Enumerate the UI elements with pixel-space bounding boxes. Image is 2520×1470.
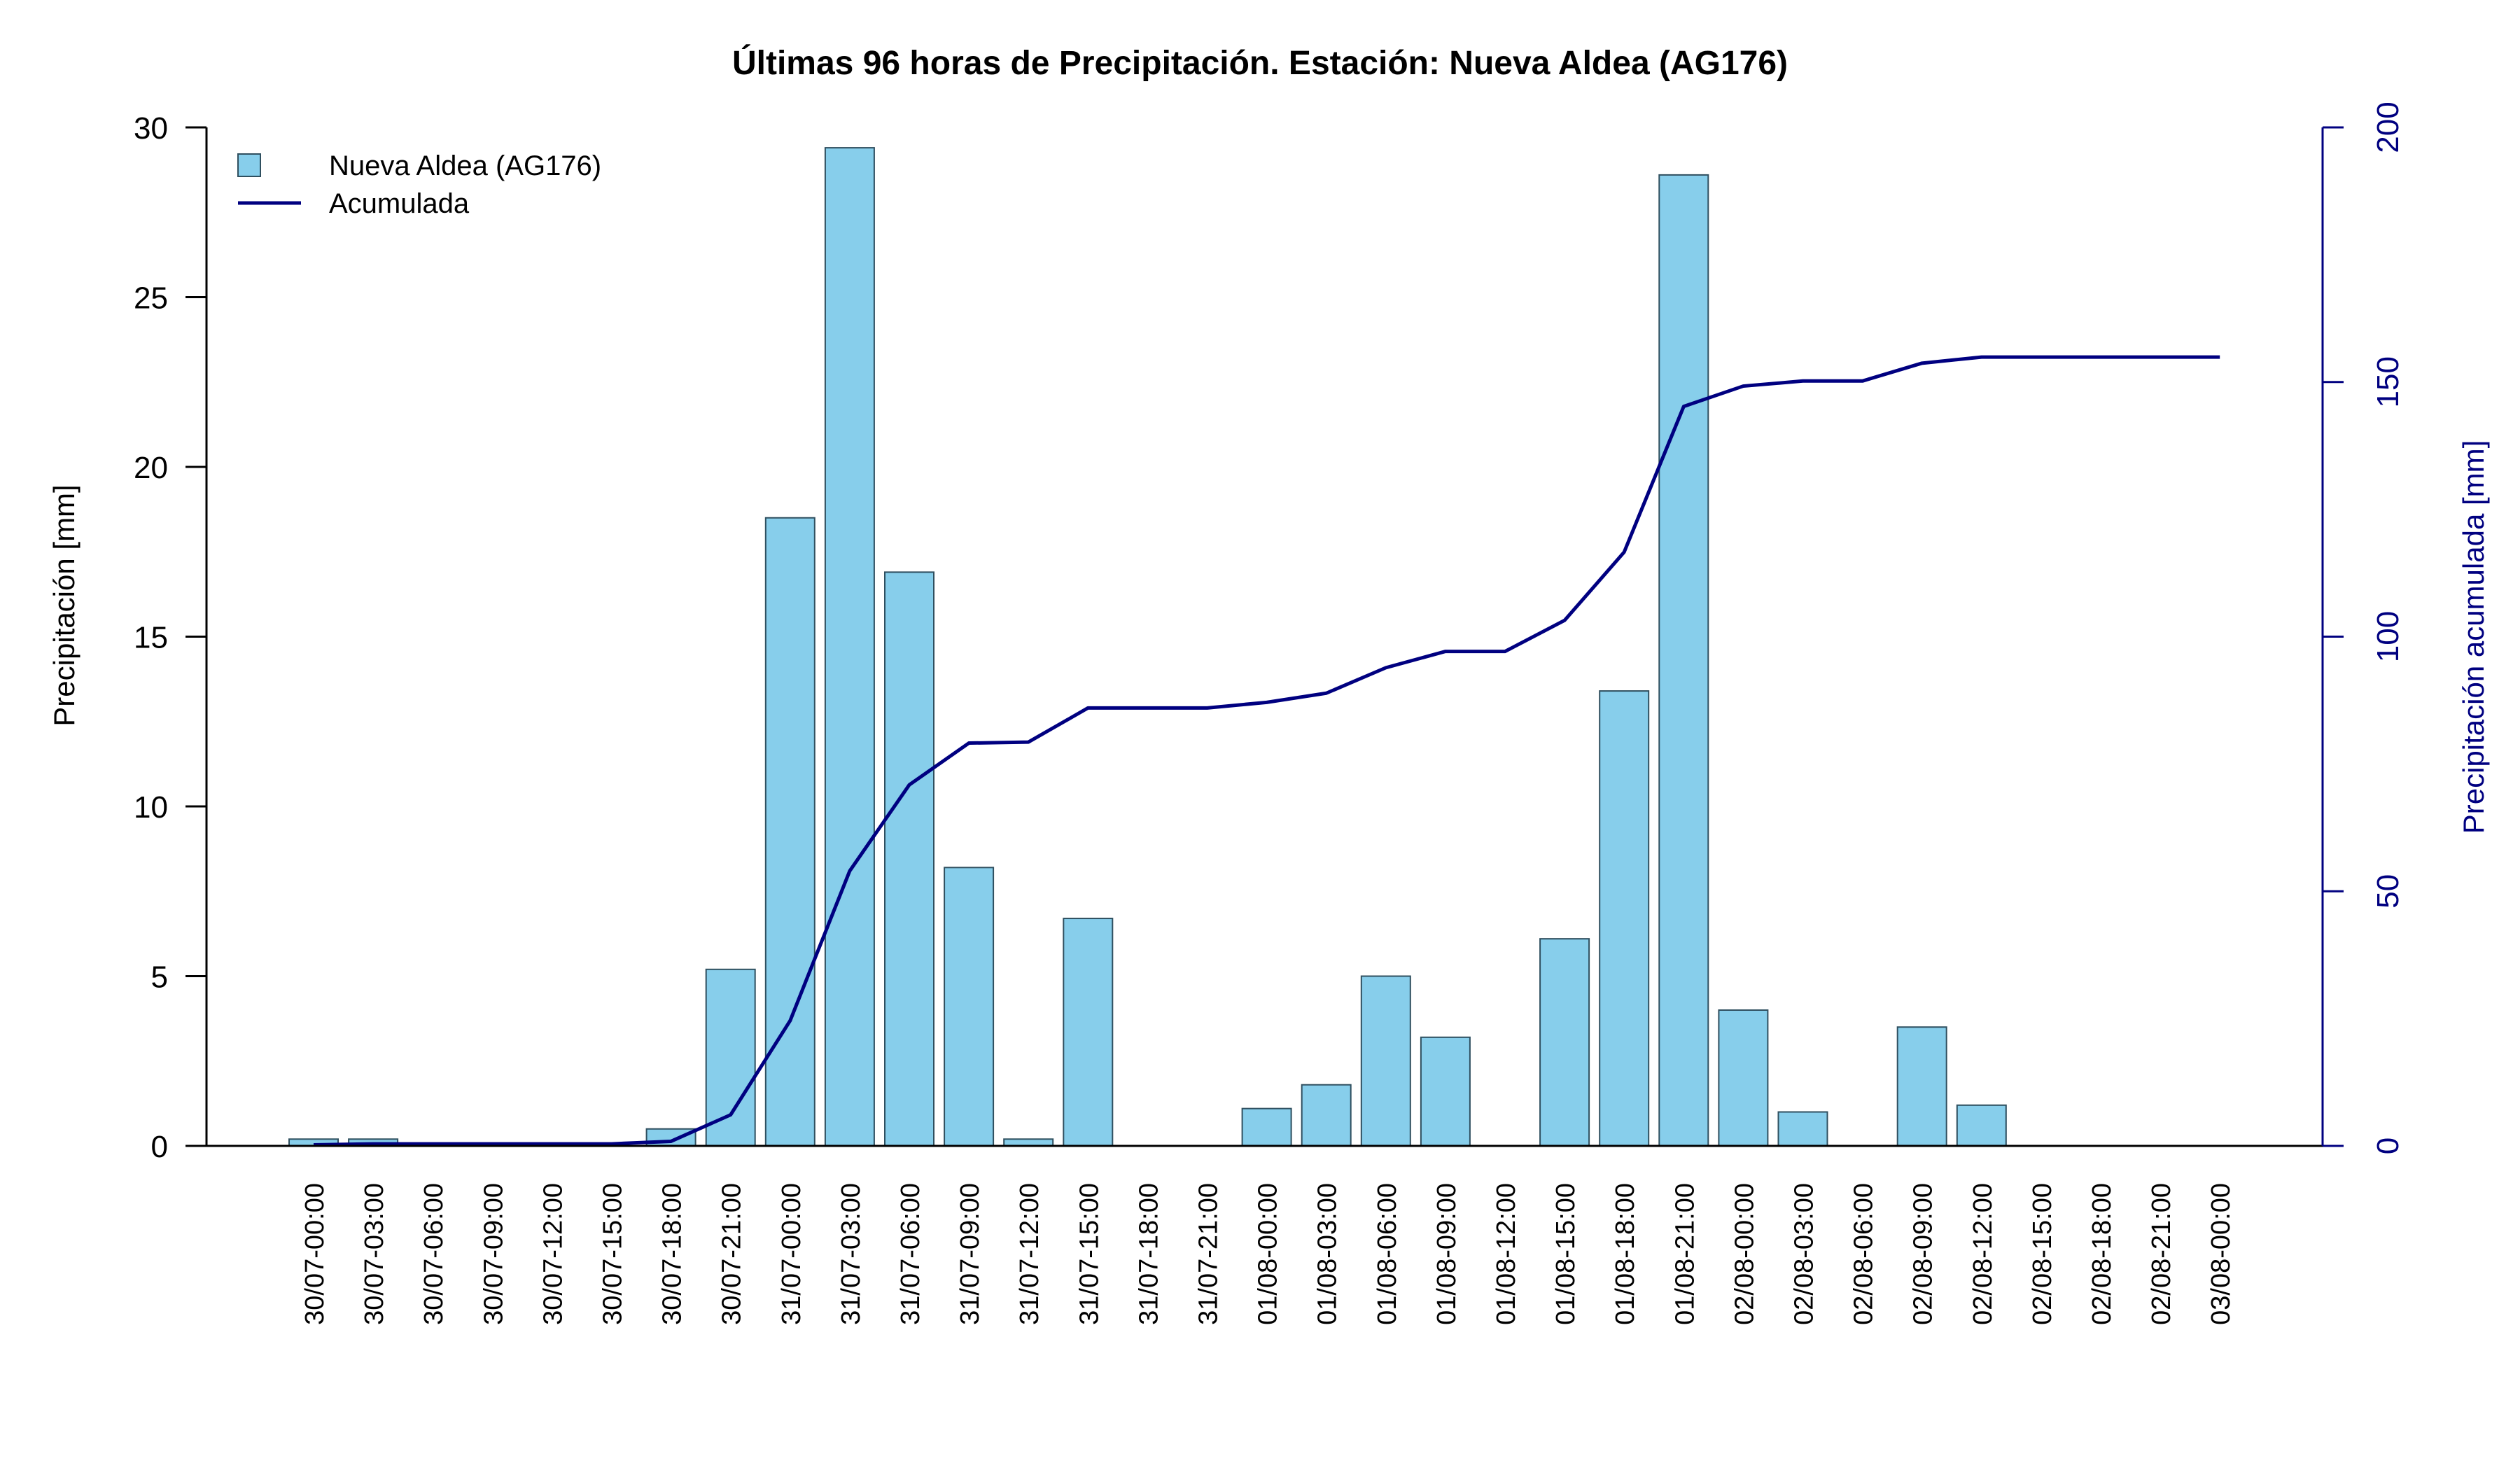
bar <box>1658 174 1709 1147</box>
bar <box>824 147 875 1147</box>
left-tick-label: 30 <box>134 111 168 146</box>
bars-group <box>288 147 2007 1147</box>
right-tick-label: 0 <box>2371 1138 2405 1154</box>
left-tick-label: 15 <box>134 621 168 655</box>
right-tick-label: 200 <box>2371 102 2405 153</box>
x-tick-label: 30/07-12:00 <box>538 1183 568 1325</box>
x-axis: 30/07-00:00 30/07-03:00 30/07-06:00 30/07-0… <box>300 1183 2236 1325</box>
x-tick-label: 01/08-18:00 <box>1611 1183 1640 1325</box>
x-tick-label: 01/08-15:00 <box>1551 1183 1581 1325</box>
left-axis: 0 5 10 15 20 25 30 <box>134 111 2323 1164</box>
x-tick-label: 31/07-00:00 <box>777 1183 806 1325</box>
legend-bar-label: Nueva Aldea (AG176) <box>329 150 601 181</box>
bar <box>1718 1009 1769 1147</box>
bar <box>1301 1084 1352 1147</box>
x-tick-label: 01/08-09:00 <box>1432 1183 1462 1325</box>
x-tick-label: 30/07-06:00 <box>419 1183 449 1325</box>
x-tick-label: 02/08-15:00 <box>2028 1183 2057 1325</box>
bar <box>1956 1104 2007 1147</box>
right-tick-label: 50 <box>2371 874 2405 909</box>
x-tick-label: 31/07-09:00 <box>955 1183 985 1325</box>
legend-bar-swatch <box>237 153 261 177</box>
y2-axis-label: Precipitación acumulada [mm] <box>2457 440 2490 834</box>
x-tick-label: 02/08-18:00 <box>2087 1183 2117 1325</box>
bar <box>1241 1107 1292 1147</box>
x-tick-label: 31/07-03:00 <box>836 1183 866 1325</box>
x-tick-label: 30/07-00:00 <box>300 1183 330 1325</box>
bar <box>1599 690 1650 1147</box>
bar <box>944 867 995 1147</box>
left-tick-label: 5 <box>151 960 168 995</box>
bar <box>1360 975 1411 1147</box>
bar <box>1063 918 1114 1147</box>
x-tick-label: 31/07-12:00 <box>1015 1183 1044 1325</box>
x-tick-label: 02/08-03:00 <box>1790 1183 1819 1325</box>
x-tick-label: 30/07-03:00 <box>360 1183 389 1325</box>
chart-title: Últimas 96 horas de Precipitación. Estac… <box>732 43 1788 82</box>
plot-area <box>288 147 2220 1147</box>
x-tick-label: 02/08-00:00 <box>1730 1183 1759 1325</box>
left-tick-label: 20 <box>134 451 168 485</box>
bar <box>705 968 756 1147</box>
x-tick-label: 30/07-09:00 <box>479 1183 508 1325</box>
bar <box>1896 1026 1947 1147</box>
x-tick-label: 01/08-12:00 <box>1492 1183 1521 1325</box>
bar <box>1420 1036 1471 1147</box>
bar <box>884 571 934 1147</box>
x-tick-label: 02/08-21:00 <box>2147 1183 2176 1325</box>
x-tick-label: 02/08-12:00 <box>1968 1183 1998 1325</box>
x-tick-label: 30/07-21:00 <box>718 1183 747 1325</box>
cumulative-line <box>313 355 2220 1147</box>
right-tick-label: 100 <box>2371 611 2405 662</box>
x-tick-label: 02/08-06:00 <box>1849 1183 1879 1325</box>
left-tick-label: 0 <box>151 1130 168 1164</box>
y-axis-label: Precipitación [mm] <box>48 484 80 726</box>
bar <box>1539 938 1590 1147</box>
left-tick-label: 25 <box>134 281 168 316</box>
x-tick-label: 01/08-00:00 <box>1254 1183 1283 1325</box>
x-tick-label: 31/07-15:00 <box>1074 1183 1104 1325</box>
bar <box>764 517 816 1147</box>
right-tick-label: 150 <box>2371 356 2405 407</box>
legend-line-label: Acumulada <box>329 188 470 219</box>
legend: Nueva Aldea (AG176) Acumulada <box>237 150 601 219</box>
x-tick-label: 30/07-18:00 <box>658 1183 687 1325</box>
x-tick-label: 01/08-03:00 <box>1313 1183 1343 1325</box>
x-tick-label: 30/07-15:00 <box>598 1183 628 1325</box>
x-tick-label: 02/08-09:00 <box>1909 1183 1938 1325</box>
x-tick-label: 03/08-00:00 <box>2206 1183 2236 1325</box>
x-tick-label: 31/07-18:00 <box>1134 1183 1163 1325</box>
right-axis: 0 50 100 150 200 <box>2321 102 2405 1154</box>
bar <box>1777 1111 1828 1147</box>
left-tick-label: 10 <box>134 790 168 825</box>
x-tick-label: 01/08-21:00 <box>1670 1183 1700 1325</box>
x-tick-label: 31/07-21:00 <box>1194 1183 1224 1325</box>
x-tick-label: 01/08-06:00 <box>1373 1183 1402 1325</box>
x-tick-label: 31/07-06:00 <box>896 1183 925 1325</box>
